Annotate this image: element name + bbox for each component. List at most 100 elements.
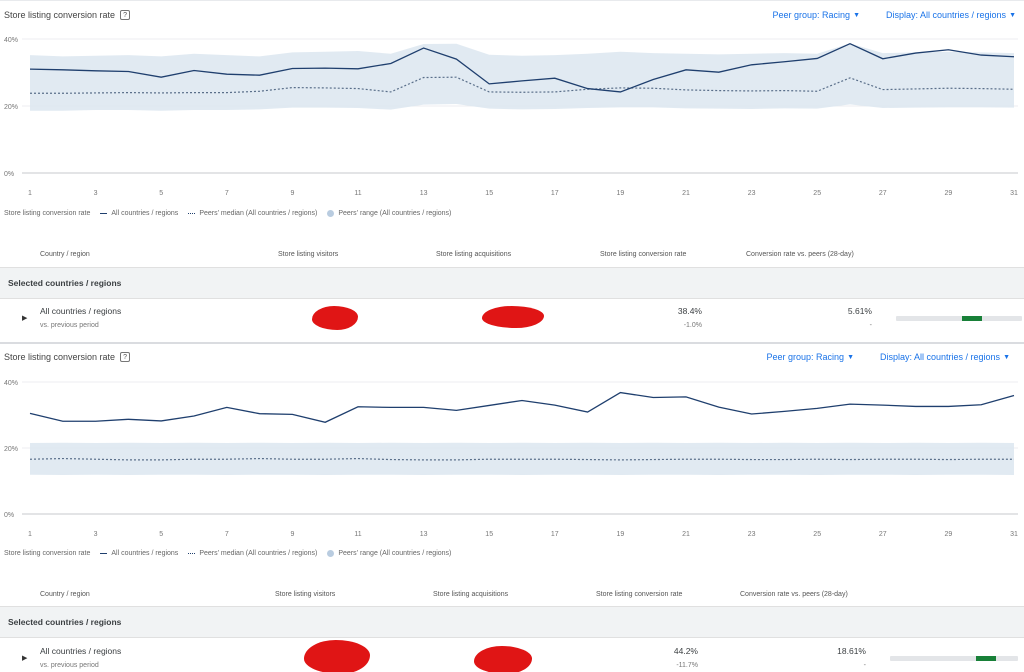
expand-caret-icon[interactable]: ▶ [22, 655, 28, 662]
legend-label: Peers' range (All countries / regions) [338, 210, 452, 217]
col-vs-peers[interactable]: Conversion rate vs. peers (28-day) [746, 251, 854, 258]
x-tick-label: 19 [617, 190, 625, 197]
x-tick-label: 29 [945, 531, 953, 538]
y-tick-label: 0% [4, 512, 14, 519]
x-tick-label: 5 [159, 531, 163, 538]
chart-legend: Store listing conversion rate All countr… [4, 210, 451, 217]
x-tick-label: 5 [159, 190, 163, 197]
display-label: Display: All countries / regions [880, 352, 1001, 362]
legend-label: Peers' range (All countries / regions) [338, 550, 452, 557]
x-tick-label: 17 [551, 190, 559, 197]
panel-header: Store listing conversion rate ? [4, 352, 131, 362]
conversion-panel-1: Store listing conversion rate ? Peer gro… [0, 0, 1024, 340]
col-country[interactable]: Country / region [40, 591, 90, 598]
vs-peers-sub: - [869, 322, 872, 329]
x-tick-label: 17 [551, 531, 559, 538]
vs-peers-value: 5.61% [847, 306, 872, 316]
x-tick-label: 13 [420, 190, 428, 197]
x-tick-label: 1 [28, 531, 32, 538]
legend-label: All countries / regions [111, 210, 179, 217]
legend-label: Peers' median (All countries / regions) [199, 550, 318, 557]
help-icon[interactable]: ? [120, 10, 131, 20]
col-conversion[interactable]: Store listing conversion rate [596, 591, 683, 598]
col-visitors[interactable]: Store listing visitors [275, 591, 336, 598]
solid-line-icon [100, 553, 108, 554]
row-subtitle: vs. previous period [40, 322, 99, 329]
chart-controls: Peer group: Racing ▼ Display: All countri… [767, 352, 1010, 362]
col-acquisitions[interactable]: Store listing acquisitions [433, 591, 509, 598]
row-name: All countries / regions [40, 306, 122, 316]
col-visitors[interactable]: Store listing visitors [278, 251, 339, 258]
y-tick-label: 20% [4, 446, 18, 453]
redaction-mark [304, 640, 370, 672]
conversion-line-chart[interactable]: 40%20%0%1 3 5 7 9 11 13 15 17 19 21 23 25 27 29 31 [0, 27, 1024, 199]
legend-item-range[interactable]: Peers' range (All countries / regions) [327, 210, 451, 217]
display-dropdown[interactable]: Display: All countries / regions ▼ [880, 352, 1010, 362]
x-tick-label: 25 [813, 190, 821, 197]
x-tick-label: 13 [420, 531, 428, 538]
dotted-line-icon [188, 213, 196, 214]
redaction-mark [482, 306, 544, 328]
legend-metric: Store listing conversion rate [4, 210, 91, 217]
x-tick-label: 7 [225, 531, 229, 538]
peers-median-line [29, 457, 1014, 461]
redaction-mark [312, 306, 358, 330]
conversion-panel-2: Store listing conversion rate ? Peer gro… [0, 342, 1024, 672]
help-icon[interactable]: ? [120, 352, 131, 362]
x-tick-label: 27 [879, 531, 887, 538]
x-tick-label: 21 [682, 190, 690, 197]
chevron-down-icon: ▼ [1009, 11, 1016, 19]
panel-title: Store listing conversion rate [4, 352, 116, 362]
table-header: Country / region Store listing visitors … [0, 248, 1024, 264]
x-tick-label: 31 [1010, 531, 1018, 538]
peer-group-label: Peer group: Racing [766, 352, 845, 362]
x-tick-label: 31 [1010, 190, 1018, 197]
peer-comparison-fill [961, 316, 982, 321]
section-selected-countries: Selected countries / regions [0, 267, 1024, 299]
legend-item-all[interactable]: All countries / regions [100, 550, 178, 557]
x-tick-label: 7 [225, 190, 229, 197]
table-row[interactable]: ▶ All countries / regions vs. previous p… [0, 300, 1024, 340]
col-vs-peers[interactable]: Conversion rate vs. peers (28-day) [740, 591, 848, 598]
col-country[interactable]: Country / region [40, 251, 90, 258]
legend-metric: Store listing conversion rate [4, 550, 91, 557]
conversion-line-chart[interactable]: 40%20%0%1 3 5 7 9 11 13 15 17 19 21 23 25 27 29 31 [0, 372, 1024, 544]
conversion-change: -1.0% [683, 322, 702, 329]
table-row[interactable]: ▶ All countries / regions vs. previous p… [0, 640, 1024, 672]
x-tick-label: 29 [945, 190, 953, 197]
y-tick-label: 0% [4, 171, 14, 178]
x-tick-label: 19 [617, 531, 625, 538]
x-tick-label: 3 [94, 190, 98, 197]
conversion-change: -11.7% [676, 662, 698, 669]
conversion-value: 38.4% [677, 306, 702, 316]
chevron-down-icon: ▼ [1003, 353, 1010, 361]
dotted-line-icon [188, 553, 196, 554]
range-swatch-icon [327, 210, 335, 217]
all-countries-line [29, 42, 1015, 93]
y-tick-label: 20% [4, 104, 18, 111]
peer-group-dropdown[interactable]: Peer group: Racing ▼ [767, 352, 854, 362]
solid-line-icon [100, 213, 108, 214]
x-tick-label: 23 [748, 531, 756, 538]
col-acquisitions[interactable]: Store listing acquisitions [436, 251, 512, 258]
legend-item-median[interactable]: Peers' median (All countries / regions) [188, 550, 317, 557]
peer-comparison-bar [896, 316, 1022, 321]
peers-median-line [30, 76, 1015, 94]
legend-item-range[interactable]: Peers' range (All countries / regions) [327, 550, 451, 557]
peers-range-band [30, 43, 1014, 111]
display-dropdown[interactable]: Display: All countries / regions ▼ [886, 10, 1016, 20]
x-tick-label: 25 [813, 531, 821, 538]
chart-controls: Peer group: Racing ▼ Display: All countri… [773, 10, 1016, 20]
legend-item-all[interactable]: All countries / regions [100, 210, 178, 217]
chevron-down-icon: ▼ [853, 11, 860, 19]
col-conversion[interactable]: Store listing conversion rate [600, 251, 687, 258]
x-tick-label: 9 [290, 190, 294, 197]
expand-caret-icon[interactable]: ▶ [22, 315, 28, 322]
panel-header: Store listing conversion rate ? [4, 10, 131, 20]
peer-group-dropdown[interactable]: Peer group: Racing ▼ [773, 10, 860, 20]
conversion-value: 44.2% [673, 646, 698, 656]
panel-title: Store listing conversion rate [4, 10, 116, 20]
chevron-down-icon: ▼ [847, 353, 854, 361]
table-header: Country / region Store listing visitors … [0, 588, 1024, 604]
legend-item-median[interactable]: Peers' median (All countries / regions) [188, 210, 317, 217]
